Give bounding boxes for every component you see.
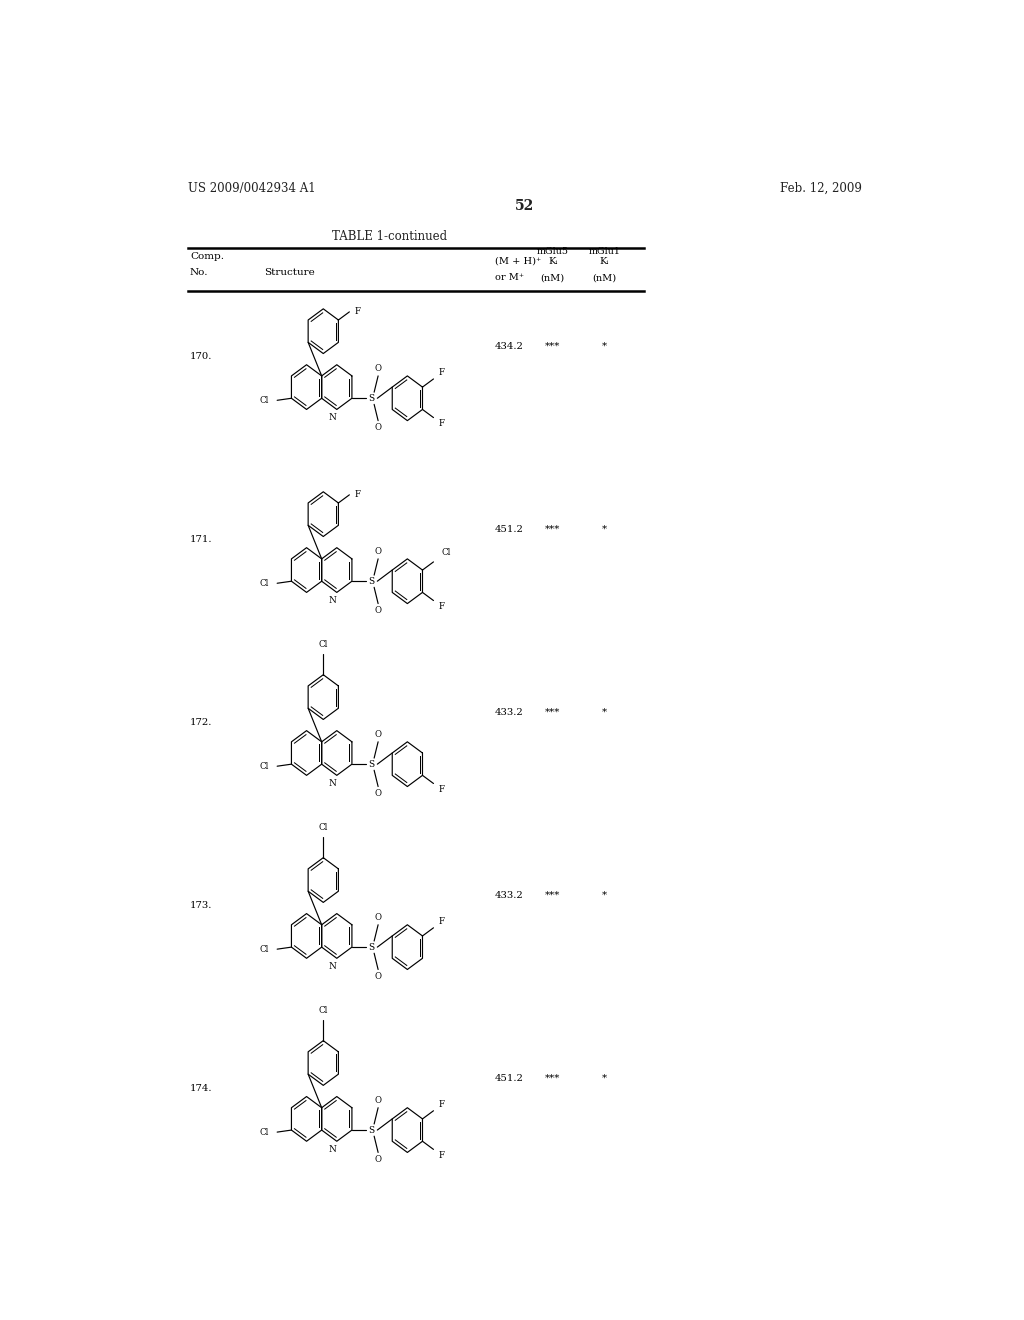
Text: 451.2: 451.2 xyxy=(495,525,523,533)
Text: 170.: 170. xyxy=(189,352,212,362)
Text: 173.: 173. xyxy=(189,902,212,909)
Text: *: * xyxy=(601,525,607,533)
Text: 433.2: 433.2 xyxy=(495,708,523,717)
Text: F: F xyxy=(354,490,360,499)
Text: (M + H)⁺: (M + H)⁺ xyxy=(495,257,541,267)
Text: N: N xyxy=(329,1144,337,1154)
Text: (nM): (nM) xyxy=(592,273,616,282)
Text: ***: *** xyxy=(545,891,560,900)
Text: ***: *** xyxy=(545,525,560,533)
Text: Cl: Cl xyxy=(318,1006,328,1015)
Text: or M⁺: or M⁺ xyxy=(495,273,523,282)
Text: 52: 52 xyxy=(515,199,535,213)
Text: US 2009/0042934 A1: US 2009/0042934 A1 xyxy=(187,182,315,195)
Text: F: F xyxy=(438,917,444,927)
Text: ***: *** xyxy=(545,342,560,351)
Text: S: S xyxy=(369,760,375,768)
Text: S: S xyxy=(369,393,375,403)
Text: O: O xyxy=(375,913,382,923)
Text: ***: *** xyxy=(545,708,560,717)
Text: O: O xyxy=(375,1096,382,1105)
Text: Feb. 12, 2009: Feb. 12, 2009 xyxy=(780,182,862,195)
Text: 433.2: 433.2 xyxy=(495,891,523,900)
Text: 434.2: 434.2 xyxy=(495,342,523,351)
Text: 451.2: 451.2 xyxy=(495,1073,523,1082)
Text: *: * xyxy=(601,891,607,900)
Text: Cl: Cl xyxy=(260,578,269,587)
Text: Cl: Cl xyxy=(318,822,328,832)
Text: 171.: 171. xyxy=(189,535,212,544)
Text: S: S xyxy=(369,577,375,586)
Text: O: O xyxy=(375,1155,382,1164)
Text: 172.: 172. xyxy=(189,718,212,727)
Text: N: N xyxy=(329,597,337,605)
Text: *: * xyxy=(601,1073,607,1082)
Text: Cl: Cl xyxy=(318,640,328,648)
Text: N: N xyxy=(329,962,337,972)
Text: (nM): (nM) xyxy=(541,273,564,282)
Text: No.: No. xyxy=(189,268,209,277)
Text: F: F xyxy=(438,602,444,611)
Text: mGlu1: mGlu1 xyxy=(588,247,621,256)
Text: mGlu5: mGlu5 xyxy=(537,247,568,256)
Text: F: F xyxy=(438,420,444,428)
Text: *: * xyxy=(601,708,607,717)
Text: Cl: Cl xyxy=(260,945,269,953)
Text: Cl: Cl xyxy=(441,548,451,557)
Text: Cl: Cl xyxy=(260,762,269,771)
Text: N: N xyxy=(329,413,337,422)
Text: F: F xyxy=(354,308,360,317)
Text: Comp.: Comp. xyxy=(189,252,224,261)
Text: O: O xyxy=(375,972,382,981)
Text: F: F xyxy=(438,1151,444,1160)
Text: Cl: Cl xyxy=(260,1127,269,1137)
Text: *: * xyxy=(601,342,607,351)
Text: F: F xyxy=(438,368,444,378)
Text: O: O xyxy=(375,364,382,374)
Text: S: S xyxy=(369,942,375,952)
Text: O: O xyxy=(375,606,382,615)
Text: ***: *** xyxy=(545,1073,560,1082)
Text: S: S xyxy=(369,1126,375,1135)
Text: Kᵢ: Kᵢ xyxy=(548,257,557,267)
Text: TABLE 1-continued: TABLE 1-continued xyxy=(333,230,447,243)
Text: O: O xyxy=(375,424,382,432)
Text: Structure: Structure xyxy=(264,268,314,277)
Text: Cl: Cl xyxy=(260,396,269,405)
Text: N: N xyxy=(329,779,337,788)
Text: O: O xyxy=(375,730,382,739)
Text: F: F xyxy=(438,785,444,795)
Text: F: F xyxy=(438,1100,444,1109)
Text: Kᵢ: Kᵢ xyxy=(599,257,609,267)
Text: O: O xyxy=(375,789,382,799)
Text: O: O xyxy=(375,548,382,556)
Text: 174.: 174. xyxy=(189,1084,212,1093)
